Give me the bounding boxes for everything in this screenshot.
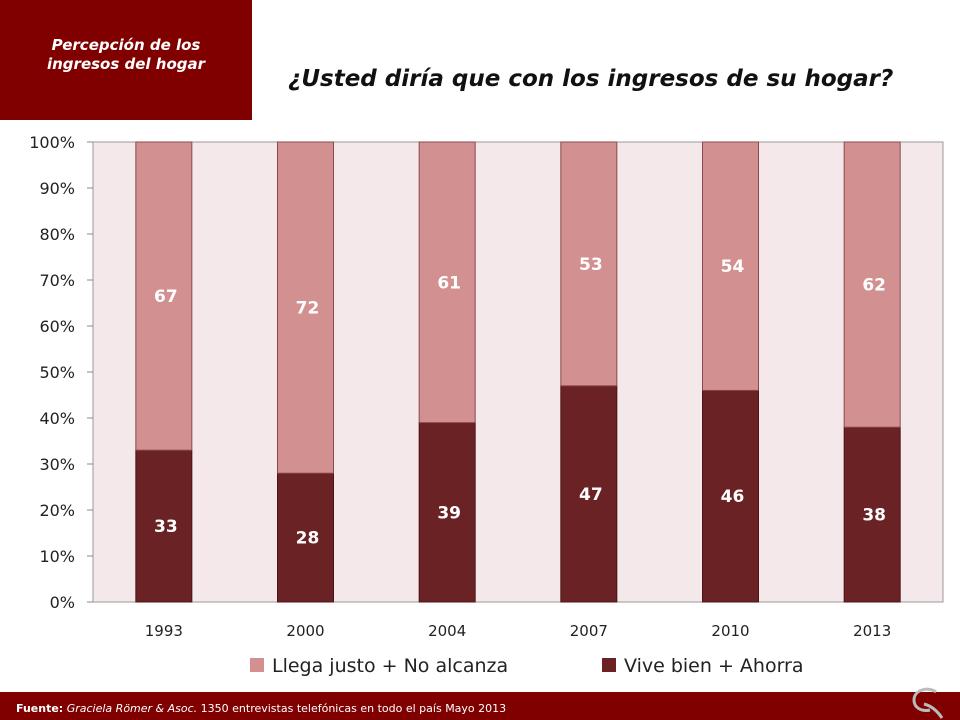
y-tick-label: 60% bbox=[39, 317, 75, 336]
y-tick-label: 90% bbox=[39, 179, 75, 198]
y-tick-label: 100% bbox=[29, 133, 75, 152]
bar-segment-vive-bien bbox=[277, 472, 334, 603]
y-tick-label: 50% bbox=[39, 363, 75, 382]
bar-segment-vive-bien bbox=[560, 385, 618, 603]
data-label-llega-justo: 61 bbox=[437, 273, 461, 293]
bar-segment-vive-bien bbox=[702, 389, 759, 603]
data-label-llega-justo: 54 bbox=[721, 257, 745, 277]
data-label-llega-justo: 72 bbox=[296, 299, 320, 319]
x-tick-label: 2010 bbox=[711, 622, 749, 640]
footer-source-detail: 1350 entrevistas telefónicas en todo el … bbox=[197, 702, 507, 715]
y-tick-label: 20% bbox=[39, 501, 75, 520]
data-label-llega-justo: 53 bbox=[579, 255, 603, 275]
brand-logo-icon bbox=[912, 687, 944, 719]
x-tick-label: 2000 bbox=[286, 622, 324, 640]
legend-swatch bbox=[602, 658, 616, 672]
chart-question-title: ¿Usted diría que con los ingresos de su … bbox=[288, 66, 894, 92]
bar-segment-vive-bien bbox=[135, 449, 193, 603]
data-label-llega-justo: 67 bbox=[154, 287, 178, 307]
legend-label: Vive bien + Ahorra bbox=[624, 655, 804, 677]
y-tick-label: 0% bbox=[50, 593, 75, 612]
data-label-vive-bien: 39 bbox=[437, 503, 461, 523]
bar-segment-vive-bien bbox=[843, 426, 901, 603]
footer-source-org: Graciela Römer & Asoc. bbox=[66, 702, 198, 715]
section-tag-label: Percepción de los ingresos del hogar bbox=[46, 36, 206, 73]
x-tick-label: 1993 bbox=[145, 622, 183, 640]
y-tick-label: 40% bbox=[39, 409, 75, 428]
bar-segment-vive-bien bbox=[418, 422, 476, 603]
y-tick-label: 80% bbox=[39, 225, 75, 244]
x-tick-label: 2007 bbox=[570, 622, 608, 640]
plot-area bbox=[92, 141, 944, 603]
x-tick-label: 2004 bbox=[428, 622, 466, 640]
y-tick-label: 70% bbox=[39, 271, 75, 290]
legend-label: Llega justo + No alcanza bbox=[272, 655, 508, 677]
legend-swatch bbox=[250, 658, 264, 672]
y-tick-label: 30% bbox=[39, 455, 75, 474]
data-label-vive-bien: 47 bbox=[579, 485, 603, 505]
data-label-vive-bien: 46 bbox=[721, 487, 745, 507]
bar-segment-llega-justo bbox=[135, 141, 193, 451]
data-label-vive-bien: 28 bbox=[296, 529, 320, 549]
bar-segment-llega-justo bbox=[843, 141, 901, 428]
bar-segment-llega-justo bbox=[702, 141, 759, 391]
bar-segment-llega-justo bbox=[277, 141, 334, 474]
data-label-vive-bien: 33 bbox=[154, 517, 178, 537]
stacked-bar-chart: 0% 10% 20% 30% 40% 50% 60% 70% 80% 90% 100% 33 67 199… bbox=[29, 133, 944, 677]
footer-bar: Fuente: Graciela Römer & Asoc. 1350 entr… bbox=[0, 692, 960, 720]
y-tick-label: 10% bbox=[39, 547, 75, 566]
data-label-llega-justo: 62 bbox=[862, 276, 886, 296]
footer-source-label: Fuente: bbox=[16, 702, 64, 715]
section-tag: Percepción de los ingresos del hogar bbox=[0, 0, 252, 120]
footer-source: Fuente: Graciela Römer & Asoc. 1350 entr… bbox=[16, 702, 506, 715]
data-label-vive-bien: 38 bbox=[862, 506, 886, 526]
x-tick-label: 2013 bbox=[853, 622, 891, 640]
bar-segment-llega-justo bbox=[560, 141, 618, 387]
bar-segment-llega-justo bbox=[418, 141, 476, 424]
